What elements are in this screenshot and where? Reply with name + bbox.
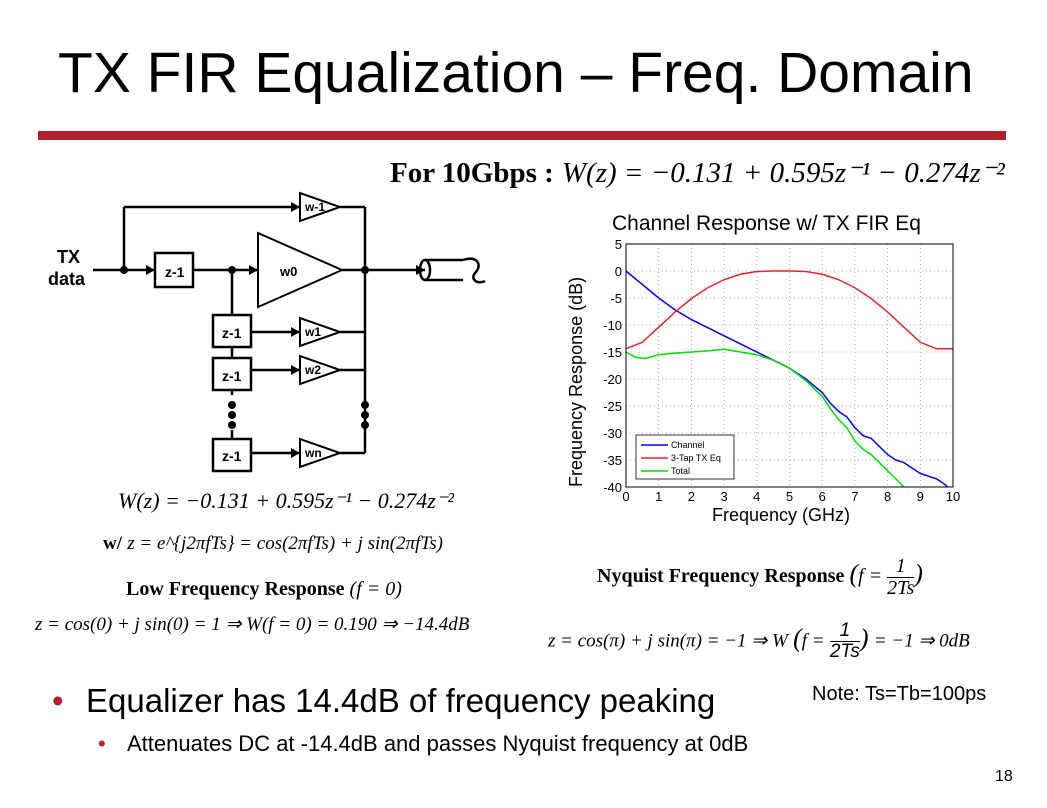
x-tick-label: 3 — [720, 489, 727, 504]
cable-icon — [418, 257, 486, 284]
tap-label-w1: w1 — [304, 325, 321, 339]
y-tick-label: -5 — [610, 291, 622, 306]
bullet-dot: • — [52, 682, 64, 719]
tap-label-wn: wn — [304, 446, 322, 460]
chart-title: Channel Response w/ TX FIR Eq — [612, 212, 921, 235]
x-tick-label: 5 — [786, 489, 793, 504]
x-tick-label: 0 — [622, 489, 629, 504]
legend-label: Channel — [671, 440, 705, 450]
top-equation: For 10Gbps : W(z) = −0.131 + 0.595z⁻¹ − … — [390, 155, 1005, 190]
nyquist-equation-lhs: z = cos(π) + j sin(π) = −1 ⇒ W — [548, 630, 788, 652]
nyquist-equation-rhs: = −1 ⇒ 0dB — [873, 630, 970, 652]
delay-label-2: z-1 — [222, 325, 242, 341]
nyquist-condition-fraction: 1 2Ts — [887, 555, 915, 599]
delay-label-1: z-1 — [165, 264, 185, 280]
x-tick-label: 7 — [851, 489, 858, 504]
nyquist-equation-fraction: 1 2Ts — [829, 620, 860, 662]
sub-bullet-dot: • — [98, 731, 106, 756]
low-frequency-heading: Low Frequency Response (f = 0) — [126, 578, 402, 601]
plot-frame — [625, 243, 954, 488]
chart-x-axis-label: Frequency (GHz) — [712, 505, 851, 525]
y-tick-label: 5 — [615, 237, 622, 252]
z-substitution-equation: w/ z = e^{j2πfTs} = cos(2πfTs) + j sin(2… — [103, 533, 443, 555]
x-tick-label: 1 — [655, 489, 662, 504]
x-tick-label: 2 — [688, 489, 695, 504]
y-tick-label: -35 — [603, 453, 622, 468]
x-tick-label: 10 — [946, 489, 960, 504]
tx-label: TX — [57, 247, 80, 267]
ellipsis-dots — [228, 401, 369, 429]
series-line-3-tap-tx-eq — [626, 270, 953, 350]
y-tick-label: -20 — [603, 372, 622, 387]
nyquist-equation-f: f = — [801, 630, 825, 652]
y-tick-label: -30 — [603, 426, 622, 441]
low-frequency-condition: (f = 0) — [349, 578, 402, 600]
title-divider — [38, 131, 1006, 140]
top-equation-formula: W(z) = −0.131 + 0.595z⁻¹ − 0.274z⁻² — [561, 157, 1005, 189]
nyquist-heading: Nyquist Frequency Response (f = 1 2Ts) — [597, 555, 923, 599]
z-substitution-formula: z = e^{j2πfTs} = cos(2πfTs) + j sin(2πfT… — [127, 533, 443, 554]
fir-block-diagram: TX data z-1 z-1 z-1 z-1 w-1 w0 w1 w2 wn — [48, 191, 486, 473]
tap-label-w0: w0 — [279, 264, 297, 279]
top-equation-prefix: For 10Gbps : — [390, 157, 554, 189]
z-substitution-prefix: w/ — [103, 533, 122, 554]
frequency-response-chart: 0 1 2 3 4 5 6 7 8 9 10 5 0 -5 -10 -15 -20 -25 -30 -35 -40 Ch… — [603, 237, 960, 504]
delay-label-3: z-1 — [222, 368, 242, 384]
nyquist-condition-lhs: f = — [858, 565, 883, 588]
sub-bullet: Attenuates DC at -14.4dB and passes Nyqu… — [127, 731, 749, 756]
x-tick-label: 9 — [917, 489, 924, 504]
series-line-channel — [626, 270, 949, 487]
tap-label-w2: w2 — [304, 363, 321, 377]
legend-label: 3-Tap TX Eq — [671, 453, 721, 463]
timing-note: Note: Ts=Tb=100ps — [812, 683, 987, 705]
slide-title: TX FIR Equalization – Freq. Domain — [58, 41, 974, 105]
series-line-total — [626, 348, 905, 487]
tap-label-w-1: w-1 — [304, 200, 325, 214]
page-number: 18 — [995, 768, 1013, 785]
data-label: data — [48, 269, 86, 289]
y-tick-label: -15 — [603, 345, 622, 360]
left-transfer-equation: W(z) = −0.131 + 0.595z⁻¹ − 0.274z⁻² — [118, 488, 454, 513]
main-bullet: Equalizer has 14.4dB of frequency peakin… — [86, 682, 716, 719]
y-tick-label: -10 — [603, 318, 622, 333]
y-tick-label: -25 — [603, 399, 622, 414]
x-tick-label: 8 — [884, 489, 891, 504]
chart-y-axis-label: Frequency Response (dB) — [566, 276, 586, 487]
delay-label-n: z-1 — [222, 448, 242, 464]
legend-label: Total — [671, 466, 690, 476]
low-frequency-label: Low Frequency Response — [126, 578, 345, 600]
nyquist-equation: z = cos(π) + j sin(π) = −1 ⇒ W (f = 1 2Ts… — [548, 620, 970, 662]
x-tick-label: 6 — [819, 489, 826, 504]
nyquist-label: Nyquist Frequency Response — [597, 565, 845, 588]
y-tick-label: 0 — [615, 264, 622, 279]
x-tick-label: 4 — [753, 489, 760, 504]
y-tick-label: -40 — [603, 480, 622, 495]
low-frequency-equation: z = cos(0) + j sin(0) = 1 ⇒ W(f = 0) = 0… — [35, 614, 470, 635]
